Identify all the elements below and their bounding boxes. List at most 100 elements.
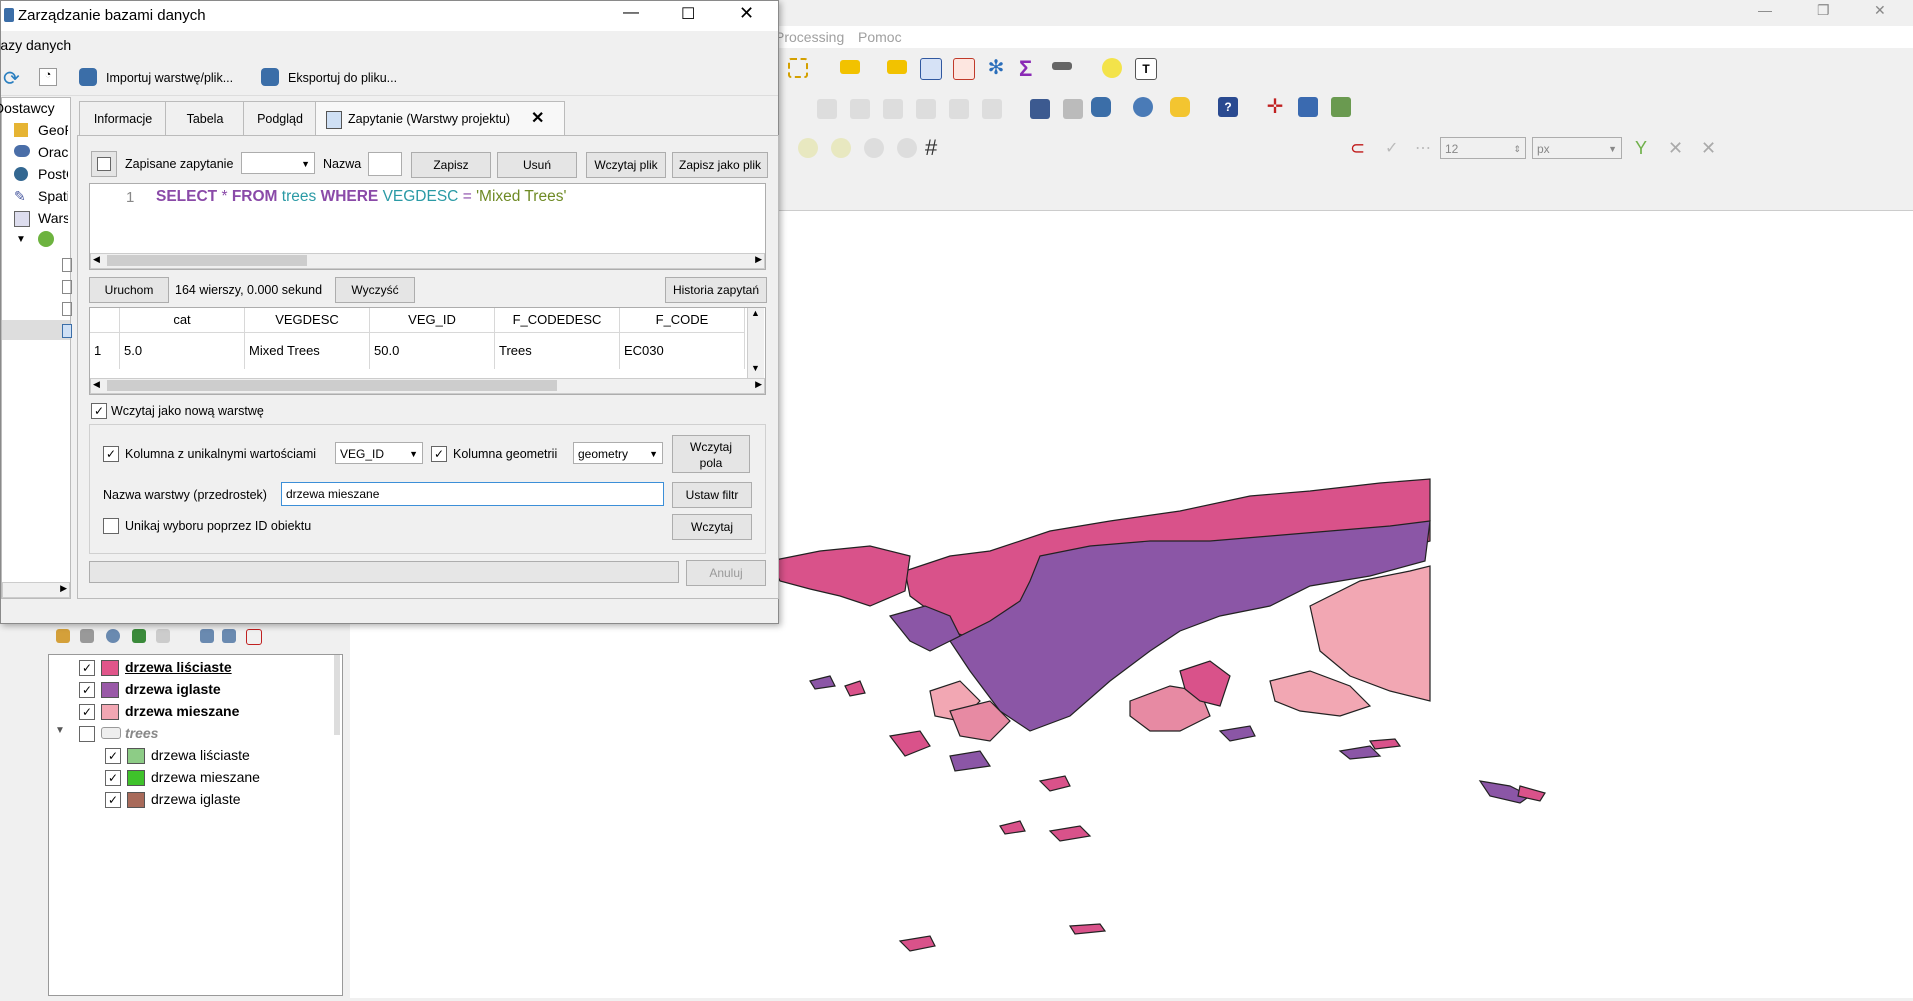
- run-query-button[interactable]: Uruchom: [89, 277, 169, 303]
- help-icon[interactable]: ?: [1218, 97, 1238, 117]
- trace-icon[interactable]: Y: [1635, 138, 1648, 158]
- geometry-column-checkbox[interactable]: ✓: [431, 446, 447, 462]
- dialog-close-button[interactable]: ✕: [739, 3, 755, 23]
- crosshair-icon[interactable]: ✛: [1266, 96, 1284, 118]
- unique-column-checkbox[interactable]: ✓: [103, 446, 119, 462]
- save-query-button[interactable]: Zapisz: [411, 152, 491, 178]
- sql-window-icon[interactable]: ◔: [39, 68, 57, 86]
- load-fields-button[interactable]: Wczytaj pola: [672, 435, 750, 473]
- layer-item[interactable]: ✓ drzewa liściaste: [49, 657, 339, 677]
- layer-checkbox[interactable]: ✓: [105, 792, 121, 808]
- providers-hscroll[interactable]: ▶: [2, 582, 70, 598]
- expand-arrow-icon[interactable]: ▼: [16, 234, 26, 245]
- python-icon[interactable]: [1170, 97, 1190, 117]
- scroll-down-icon[interactable]: ▼: [751, 363, 760, 373]
- table-icon[interactable]: [62, 280, 72, 294]
- column-header[interactable]: cat: [120, 308, 245, 333]
- close-tab-icon[interactable]: ✕: [531, 110, 545, 127]
- column-header[interactable]: VEG_ID: [370, 308, 495, 333]
- scroll-left-icon[interactable]: ◀: [93, 379, 100, 389]
- plugin-db-icon[interactable]: [1063, 99, 1083, 119]
- globe-icon[interactable]: [1133, 97, 1153, 117]
- provider-item[interactable]: Warstwy wirtualne: [2, 208, 70, 228]
- row-header[interactable]: 1: [90, 333, 120, 369]
- snap-tolerance-spinbox[interactable]: 12 ⇕: [1440, 137, 1526, 159]
- vertex-tool-icon[interactable]: [1298, 97, 1318, 117]
- label-rotate-icon[interactable]: [949, 99, 969, 119]
- snapping-magnet-icon[interactable]: ⊂: [1350, 138, 1366, 158]
- table-cell[interactable]: Trees: [495, 333, 620, 369]
- layer-checkbox[interactable]: ✓: [79, 660, 95, 676]
- export-db-icon[interactable]: [261, 68, 279, 86]
- menu-help[interactable]: Pomoc: [858, 29, 902, 45]
- collapse-arrow-icon[interactable]: ▼: [55, 725, 65, 736]
- layer-checkbox[interactable]: ✓: [79, 704, 95, 720]
- toolbox-gear-icon[interactable]: ✻: [987, 57, 1005, 79]
- label-change-icon[interactable]: [982, 99, 1002, 119]
- delete-query-button[interactable]: Usuń: [497, 152, 577, 178]
- plugin-layers-icon[interactable]: [1030, 99, 1050, 119]
- snap-unit-select[interactable]: px ▼: [1532, 137, 1622, 159]
- main-minimize-button[interactable]: —: [1758, 2, 1772, 18]
- table-cell[interactable]: EC030: [620, 333, 745, 369]
- layer-name-input[interactable]: drzewa mieszane: [281, 482, 664, 506]
- statistics-sigma-icon[interactable]: Σ: [1019, 56, 1033, 81]
- scroll-left-icon[interactable]: ◀: [93, 254, 100, 264]
- avoid-selection-checkbox[interactable]: [103, 518, 119, 534]
- menu-databases[interactable]: Bazy danych: [0, 37, 72, 53]
- dialog-titlebar[interactable]: Zarządzanie bazami danych — ☐ ✕: [1, 1, 778, 31]
- table-cell[interactable]: Mixed Trees: [245, 333, 370, 369]
- load-button[interactable]: Wczytaj: [672, 514, 752, 540]
- table-icon[interactable]: [62, 302, 72, 316]
- import-layer-button[interactable]: Importuj warstwę/plik...: [106, 71, 234, 85]
- collapse-all-icon[interactable]: [222, 629, 236, 643]
- scroll-thumb[interactable]: [107, 380, 557, 391]
- remove-layer-icon[interactable]: [246, 629, 262, 645]
- selected-table-row[interactable]: [2, 320, 72, 340]
- refresh-icon[interactable]: ⟳: [3, 68, 20, 90]
- add-group-icon[interactable]: [80, 629, 94, 643]
- field-calculator-icon[interactable]: [953, 58, 975, 80]
- scroll-right-icon[interactable]: ▶: [60, 583, 67, 593]
- dialog-minimize-button[interactable]: —: [623, 4, 639, 21]
- column-header[interactable]: VEGDESC: [245, 308, 370, 333]
- corner-header[interactable]: [90, 308, 120, 333]
- attribute-table-icon[interactable]: [920, 58, 942, 80]
- group-checkbox[interactable]: [79, 726, 95, 742]
- menu-processing[interactable]: Processing: [775, 29, 845, 45]
- scroll-up-icon[interactable]: ▲: [751, 308, 760, 318]
- layer-checkbox[interactable]: ✓: [105, 770, 121, 786]
- column-header[interactable]: F_CODEDESC: [495, 308, 620, 333]
- results-vscroll[interactable]: ▲ ▼: [747, 308, 764, 378]
- tab-query[interactable]: Zapytanie (Warstwy projektu) ✕: [315, 101, 565, 136]
- style-manager-icon[interactable]: [56, 629, 70, 643]
- grid-icon[interactable]: #: [925, 135, 938, 160]
- cancel-button[interactable]: Anuluj: [686, 560, 766, 586]
- add-line-icon[interactable]: [831, 138, 851, 158]
- deselect-icon[interactable]: [840, 60, 860, 74]
- clear-selection-icon[interactable]: [887, 60, 907, 74]
- measure-icon[interactable]: [1052, 62, 1072, 70]
- add-ring-icon[interactable]: [864, 138, 884, 158]
- snap-advanced-icon[interactable]: ✕: [1701, 138, 1717, 158]
- snap-vertex-icon[interactable]: ✓: [1385, 140, 1399, 157]
- provider-item[interactable]: PostGIS: [2, 164, 70, 184]
- query-history-button[interactable]: Historia zapytań: [665, 277, 767, 303]
- filter-icon[interactable]: [132, 629, 146, 643]
- layer-item[interactable]: ✓ drzewa mieszane: [49, 701, 339, 721]
- unique-column-select[interactable]: VEG_ID ▼: [335, 442, 423, 464]
- load-file-button[interactable]: Wczytaj plik: [586, 152, 666, 178]
- provider-item[interactable]: Oracle: [2, 142, 70, 162]
- sql-hscroll[interactable]: ◀ ▶: [90, 253, 765, 269]
- tab-table[interactable]: Tabela: [165, 101, 245, 136]
- import-db-icon[interactable]: [79, 68, 97, 86]
- provider-item[interactable]: ✎ SpatiaLite: [14, 188, 68, 204]
- select-features-icon[interactable]: [788, 58, 808, 78]
- export-file-button[interactable]: Eksportuj do pliku...: [288, 71, 398, 85]
- layer-item[interactable]: ✓ drzewa mieszane: [49, 767, 339, 787]
- label-move-icon[interactable]: [916, 99, 936, 119]
- layers-scrollbar[interactable]: [334, 655, 340, 735]
- digitize-tool-icon[interactable]: [1331, 97, 1351, 117]
- layer-item[interactable]: ✓ drzewa liściaste: [49, 745, 339, 765]
- load-as-layer-checkbox[interactable]: ✓: [91, 403, 107, 419]
